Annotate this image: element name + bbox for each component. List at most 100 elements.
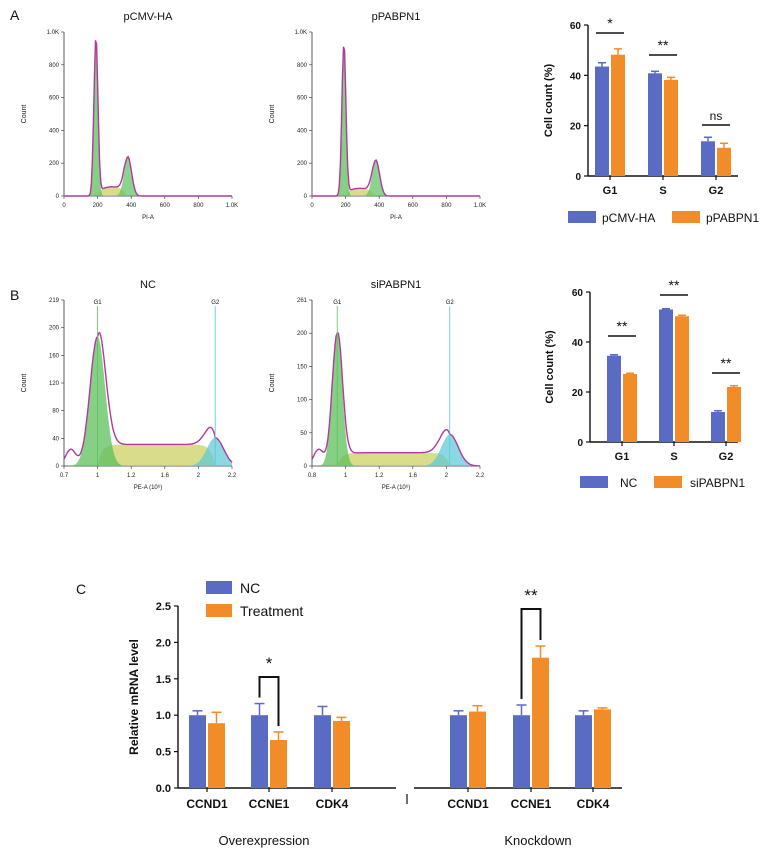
hist-x-tick-label: 1.0K [226, 203, 238, 209]
hist-y-tick-label: 200 [49, 326, 60, 332]
bar-chart-B-bar: 0 20 40 60 Cell count (%) G1 S G2 ** ** ** NC siPABP… [544, 277, 745, 490]
hist-y-tick-label: 600 [297, 96, 308, 102]
bar-y-axis-title: Relative mRNA level [127, 639, 141, 755]
hist-gate-g2-label: G2 [446, 300, 455, 306]
hist-g2-area [64, 156, 232, 196]
hist-x-tick-label: 1.6 [409, 473, 418, 479]
hist-x-tick-label: 2.2 [476, 473, 485, 479]
bar-y-tick-label: 60 [572, 288, 584, 299]
hist-y-tick-label: 600 [49, 96, 60, 102]
hist-y-tick-label: 200 [297, 161, 308, 167]
bar-siPABPN1-S [675, 316, 689, 442]
hist-g1-area [312, 46, 480, 196]
histogram-1: pCMV-HA Count PI-A 0 200 400 600 800 1.0K 0 200 400… [21, 11, 238, 221]
histogram-2: pPABPN1 Count PI-A 0 200 400 600 800 1.0K 0 200 400… [269, 11, 486, 221]
hist-x-tick-label: 600 [160, 203, 171, 209]
hist-trace-line [311, 332, 481, 467]
hist-x-tick-label: 0 [310, 203, 314, 209]
bar-Treatment-CCND1 [469, 711, 486, 788]
bar-y-tick-label: 40 [572, 338, 584, 349]
hist-xlabel: PE-A (10⁶) [134, 484, 162, 491]
bar-NC-CCNE1 [513, 715, 530, 788]
bar-NC-CCND1 [189, 715, 206, 788]
legend-swatch-nc [206, 581, 232, 594]
hist-x-tick-label: 2 [445, 473, 449, 479]
bar-NC-S [659, 309, 673, 442]
bar-pPABPN1-G1 [611, 54, 625, 176]
hist-y-tick-label: 120 [49, 381, 60, 387]
significance-label: ** [669, 277, 680, 293]
bar-NC-CDK4 [314, 715, 331, 788]
hist-y-tick-label: 100 [297, 398, 308, 404]
bar-y-tick-label: 20 [570, 122, 582, 133]
hist-y-tick-label: 400 [49, 128, 60, 134]
hist-title: NC [140, 279, 156, 291]
hist-ylabel: Count [269, 105, 276, 124]
hist-x-tick-label: 0.7 [60, 473, 69, 479]
significance-bracket [258, 676, 280, 726]
bar-pCMV-HA-G2 [701, 141, 715, 176]
legend-swatch-sipabpn1 [654, 476, 682, 488]
hist-title: siPABPN1 [371, 279, 422, 291]
hist-y-tick-label: 150 [297, 364, 308, 370]
significance-label: ** [617, 318, 628, 334]
legend-label-nc: NC [240, 580, 260, 596]
bar-pPABPN1-S [664, 79, 678, 176]
hist-y-tick-label: 0 [56, 464, 60, 470]
hist-y-tick-label: 0 [304, 464, 308, 470]
bar-y-tick-label: 0 [575, 172, 581, 183]
hist-x-tick-label: 2 [197, 473, 201, 479]
significance-label: ns [710, 109, 723, 123]
legend-swatch-treatment [206, 604, 232, 617]
hist-ylabel: Count [21, 374, 28, 393]
bar-Treatment-CCND1 [208, 723, 225, 788]
hist-y-tick-label: 400 [297, 128, 308, 134]
hist-y-tick-label: 0 [56, 194, 60, 200]
hist-trace-line [312, 46, 480, 197]
bar-y-tick-label: 2.0 [156, 637, 171, 649]
hist-y-tick-label: 160 [49, 353, 60, 359]
hist-title: pCMV-HA [124, 11, 174, 23]
hist-g1-area [64, 336, 232, 466]
bar-NC-G2 [711, 412, 725, 442]
hist-x-tick-label: 1 [96, 473, 100, 479]
legend-swatch-ppabpn1 [672, 211, 700, 223]
hist-y-tick-label: 1.0K [295, 30, 307, 36]
legend-swatch-nc [580, 476, 608, 488]
hist-ylabel: Count [21, 105, 28, 124]
hist-g1-area [64, 40, 232, 196]
group-label-knockdown: Knockdown [504, 833, 571, 848]
hist-y-tick-label: 80 [52, 409, 59, 415]
hist-xlabel: PI-A [142, 215, 154, 221]
bar-Treatment-CDK4 [333, 721, 350, 788]
bar-category-label: S [659, 185, 666, 197]
significance-label: ** [524, 586, 538, 605]
bar-y-axis-title: Cell count (%) [543, 64, 555, 138]
significance-label: * [266, 654, 273, 673]
hist-x-tick-label: 600 [408, 203, 419, 209]
hist-x-tick-label: 1 [344, 473, 348, 479]
bar-category-label: G1 [615, 451, 630, 463]
hist-gate-g2-label: G2 [211, 300, 220, 306]
hist-gate-g1-label: G1 [94, 300, 103, 306]
bar-chart-C-bar: 0.0 0.5 1.0 1.5 2.0 2.5 Relative mRNA level CCN… [127, 580, 622, 848]
significance-bracket [520, 608, 542, 700]
bar-y-tick-label: 20 [572, 388, 584, 399]
bar-y-tick-label: 0.0 [156, 783, 171, 795]
panel-label-a: A [10, 7, 20, 23]
hist-x-tick-label: 0.8 [308, 473, 317, 479]
bar-Treatment-CCNE1 [270, 739, 287, 788]
bar-NC-CCNE1 [251, 715, 268, 788]
hist-y-tick-label: 261 [297, 298, 308, 304]
hist-g2-area [312, 160, 480, 196]
hist-title: pPABPN1 [372, 11, 421, 23]
hist-xlabel: PI-A [390, 215, 402, 221]
axis-break-gap [396, 784, 414, 792]
hist-s-phase-area [64, 186, 232, 196]
bar-category-label: CCND1 [186, 797, 228, 811]
hist-y-tick-label: 800 [49, 63, 60, 69]
hist-x-tick-label: 1.0K [474, 203, 486, 209]
